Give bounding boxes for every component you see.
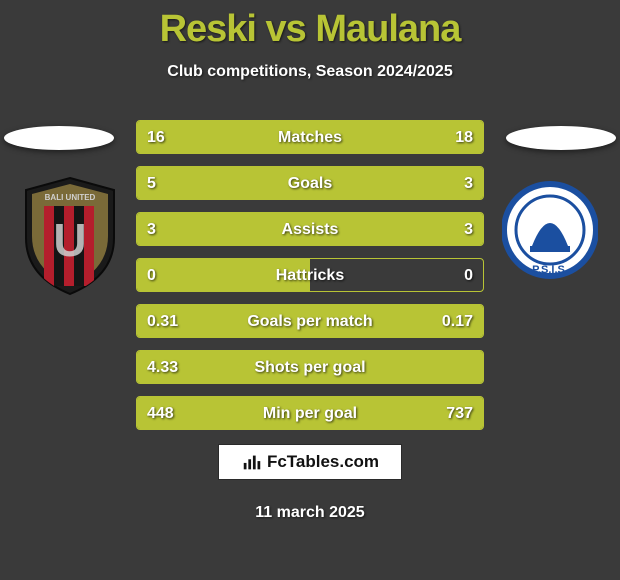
svg-text:U: U — [53, 214, 86, 266]
page-subtitle: Club competitions, Season 2024/2025 — [0, 63, 620, 81]
stat-label: Shots per goal — [137, 351, 483, 384]
player-disc-left — [4, 126, 114, 150]
stat-label: Assists — [137, 213, 483, 246]
stat-label: Matches — [137, 121, 483, 154]
stat-row-hattricks: 00Hattricks — [136, 258, 484, 292]
stat-row-assists: 33Assists — [136, 212, 484, 246]
stat-label: Goals per match — [137, 305, 483, 338]
stat-row-min-per-goal: 448737Min per goal — [136, 396, 484, 430]
stat-row-matches: 1618Matches — [136, 120, 484, 154]
player-disc-right — [506, 126, 616, 150]
comparison-bars: 1618Matches 53Goals 33Assists 00Hattricks 0.… — [136, 120, 484, 442]
stat-label: Hattricks — [137, 259, 483, 292]
brand-badge[interactable]: FcTables.com — [218, 444, 402, 480]
brand-text: FcTables.com — [267, 452, 379, 472]
bar-chart-icon — [241, 451, 263, 473]
stat-label: Goals — [137, 167, 483, 200]
footer-date: 11 march 2025 — [0, 504, 620, 522]
club-crest-left: BALI UNITED U — [22, 176, 118, 296]
svg-text:P.S.I.S.: P.S.I.S. — [532, 264, 568, 276]
stat-label: Min per goal — [137, 397, 483, 430]
stat-row-shots-per-goal: 4.33Shots per goal — [136, 350, 484, 384]
svg-text:BALI UNITED: BALI UNITED — [45, 193, 96, 202]
club-crest-right: P.S.I.S. — [502, 176, 598, 296]
stat-row-goals-per-match: 0.310.17Goals per match — [136, 304, 484, 338]
stat-row-goals: 53Goals — [136, 166, 484, 200]
page-title: Reski vs Maulana — [0, 0, 620, 51]
